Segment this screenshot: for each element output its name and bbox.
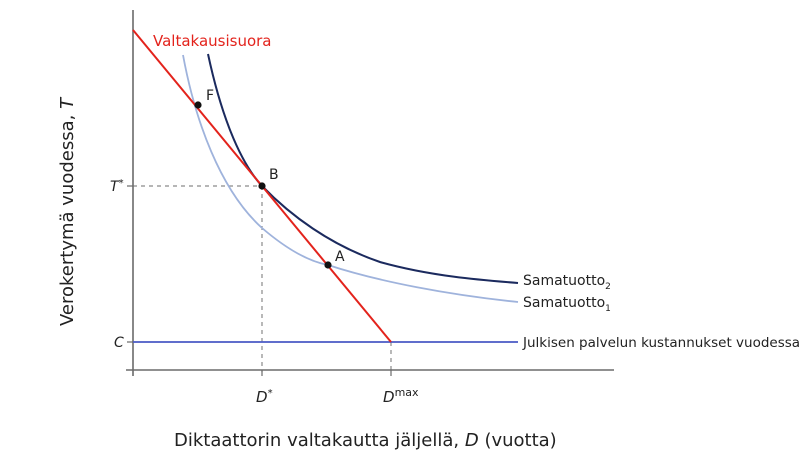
d-max-label: Dmax (383, 386, 419, 406)
y-axis-title: Verokertymä vuodessa, T (57, 96, 78, 326)
d-star-label: D* (256, 388, 273, 406)
valtakausisuora-label: Valtakausisuora (153, 32, 272, 50)
costs-label: Julkisen palvelun kustannukset vuodessa (522, 335, 800, 351)
point-f-label: F (206, 88, 214, 104)
c-label: C (114, 335, 124, 351)
point-a-label: A (335, 249, 345, 265)
point-f (194, 101, 202, 109)
x-axis-title: Diktaattorin valtakautta jäljellä, D (vu… (174, 430, 557, 451)
samatuotto1-curve (182, 54, 519, 303)
point-b-label: B (269, 167, 279, 183)
point-a (324, 261, 332, 269)
samatuotto2-label: Samatuotto2 (523, 273, 611, 292)
samatuotto1-label: Samatuotto1 (523, 295, 611, 314)
point-b (258, 182, 266, 190)
t-star-label: T* (110, 178, 124, 195)
samatuotto2-curve (207, 53, 519, 284)
